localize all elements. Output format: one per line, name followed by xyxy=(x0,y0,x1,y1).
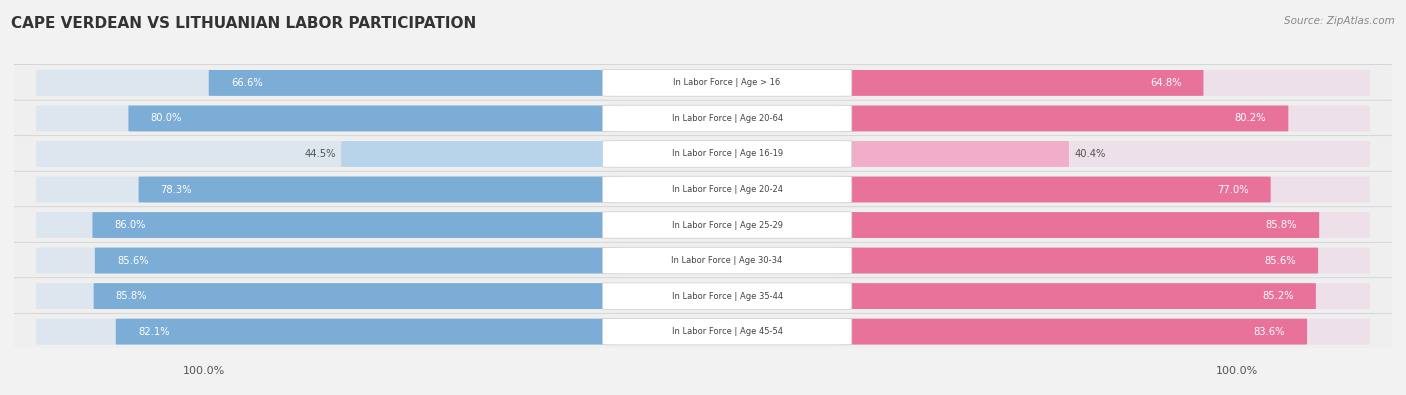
FancyBboxPatch shape xyxy=(0,278,1406,314)
Text: 80.0%: 80.0% xyxy=(150,113,181,124)
Text: CAPE VERDEAN VS LITHUANIAN LABOR PARTICIPATION: CAPE VERDEAN VS LITHUANIAN LABOR PARTICI… xyxy=(11,16,477,31)
FancyBboxPatch shape xyxy=(0,207,1406,243)
FancyBboxPatch shape xyxy=(835,141,1069,167)
FancyBboxPatch shape xyxy=(835,177,1271,203)
FancyBboxPatch shape xyxy=(94,248,619,273)
FancyBboxPatch shape xyxy=(37,248,619,273)
FancyBboxPatch shape xyxy=(128,105,619,132)
Text: In Labor Force | Age > 16: In Labor Force | Age > 16 xyxy=(673,79,780,87)
FancyBboxPatch shape xyxy=(835,248,1317,273)
FancyBboxPatch shape xyxy=(37,212,619,238)
Text: In Labor Force | Age 20-64: In Labor Force | Age 20-64 xyxy=(672,114,783,123)
FancyBboxPatch shape xyxy=(835,177,1369,203)
FancyBboxPatch shape xyxy=(602,176,852,203)
FancyBboxPatch shape xyxy=(0,242,1406,279)
Text: 85.6%: 85.6% xyxy=(1264,256,1296,265)
FancyBboxPatch shape xyxy=(37,105,619,132)
Text: 66.6%: 66.6% xyxy=(231,78,263,88)
FancyBboxPatch shape xyxy=(602,212,852,238)
FancyBboxPatch shape xyxy=(208,70,619,96)
FancyBboxPatch shape xyxy=(602,141,852,167)
Text: In Labor Force | Age 16-19: In Labor Force | Age 16-19 xyxy=(672,149,783,158)
FancyBboxPatch shape xyxy=(115,319,619,344)
FancyBboxPatch shape xyxy=(602,247,852,274)
FancyBboxPatch shape xyxy=(0,136,1406,172)
Text: 85.8%: 85.8% xyxy=(115,291,148,301)
Text: 83.6%: 83.6% xyxy=(1254,327,1285,337)
Text: 85.8%: 85.8% xyxy=(1265,220,1298,230)
Text: 85.6%: 85.6% xyxy=(117,256,149,265)
FancyBboxPatch shape xyxy=(0,100,1406,137)
FancyBboxPatch shape xyxy=(835,283,1316,309)
FancyBboxPatch shape xyxy=(835,248,1369,273)
Text: In Labor Force | Age 30-34: In Labor Force | Age 30-34 xyxy=(672,256,783,265)
Text: 100.0%: 100.0% xyxy=(1216,366,1258,376)
Text: 77.0%: 77.0% xyxy=(1218,184,1249,194)
FancyBboxPatch shape xyxy=(602,70,852,96)
Text: 64.8%: 64.8% xyxy=(1150,78,1181,88)
FancyBboxPatch shape xyxy=(37,319,619,344)
Text: In Labor Force | Age 20-24: In Labor Force | Age 20-24 xyxy=(672,185,783,194)
Text: 86.0%: 86.0% xyxy=(114,220,146,230)
FancyBboxPatch shape xyxy=(835,212,1369,238)
FancyBboxPatch shape xyxy=(835,70,1204,96)
FancyBboxPatch shape xyxy=(37,141,619,167)
FancyBboxPatch shape xyxy=(602,105,852,132)
Text: In Labor Force | Age 45-54: In Labor Force | Age 45-54 xyxy=(672,327,783,336)
Text: 80.2%: 80.2% xyxy=(1234,113,1267,124)
Text: 100.0%: 100.0% xyxy=(183,366,225,376)
FancyBboxPatch shape xyxy=(835,105,1288,132)
FancyBboxPatch shape xyxy=(835,319,1308,344)
FancyBboxPatch shape xyxy=(93,212,619,238)
FancyBboxPatch shape xyxy=(342,141,619,167)
Text: 78.3%: 78.3% xyxy=(160,184,193,194)
Text: 44.5%: 44.5% xyxy=(304,149,336,159)
Text: Source: ZipAtlas.com: Source: ZipAtlas.com xyxy=(1284,16,1395,26)
Text: 85.2%: 85.2% xyxy=(1263,291,1294,301)
FancyBboxPatch shape xyxy=(835,70,1369,96)
FancyBboxPatch shape xyxy=(94,283,619,309)
FancyBboxPatch shape xyxy=(0,171,1406,208)
FancyBboxPatch shape xyxy=(0,65,1406,101)
FancyBboxPatch shape xyxy=(139,177,619,203)
FancyBboxPatch shape xyxy=(37,70,619,96)
FancyBboxPatch shape xyxy=(37,177,619,203)
FancyBboxPatch shape xyxy=(835,212,1319,238)
FancyBboxPatch shape xyxy=(0,313,1406,350)
Text: 40.4%: 40.4% xyxy=(1074,149,1107,159)
FancyBboxPatch shape xyxy=(602,318,852,345)
FancyBboxPatch shape xyxy=(602,283,852,309)
FancyBboxPatch shape xyxy=(835,319,1369,344)
Text: In Labor Force | Age 25-29: In Labor Force | Age 25-29 xyxy=(672,220,783,229)
FancyBboxPatch shape xyxy=(835,283,1369,309)
FancyBboxPatch shape xyxy=(835,105,1369,132)
FancyBboxPatch shape xyxy=(835,141,1369,167)
FancyBboxPatch shape xyxy=(37,283,619,309)
Text: In Labor Force | Age 35-44: In Labor Force | Age 35-44 xyxy=(672,292,783,301)
Text: 82.1%: 82.1% xyxy=(138,327,170,337)
